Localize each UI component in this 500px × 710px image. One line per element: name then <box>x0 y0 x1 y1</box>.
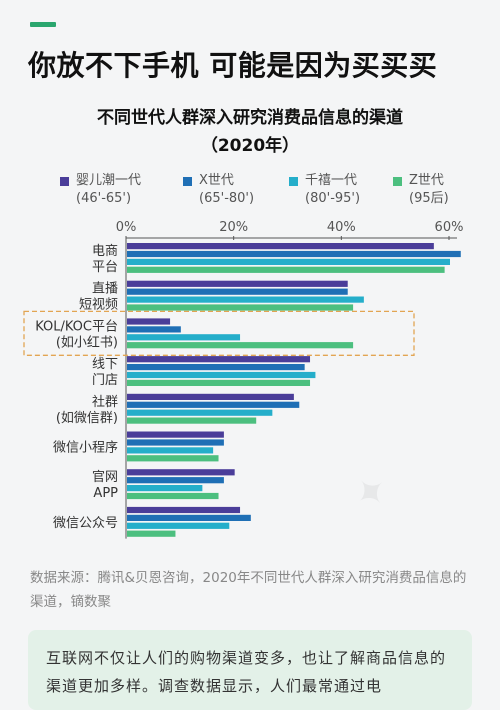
category-label: 官网 <box>92 469 118 485</box>
chart-title: 不同世代人群深入研究消费品信息的渠道 <box>97 108 403 128</box>
bar <box>127 243 434 250</box>
bar <box>127 280 348 287</box>
category-label: 线下 <box>92 357 118 372</box>
bar <box>127 250 461 258</box>
legend-swatch <box>183 177 192 186</box>
bar <box>127 417 257 424</box>
category-label: APP <box>93 486 118 501</box>
headline: 你放不下手机 可能是因为买买买 <box>28 49 438 82</box>
bar <box>127 296 364 303</box>
bar <box>127 439 224 446</box>
bar <box>127 431 224 438</box>
bar <box>127 393 294 400</box>
category-label: 微信公众号 <box>53 516 118 531</box>
bar <box>127 506 241 514</box>
legend-label: 千禧一代 <box>305 173 357 188</box>
bar <box>127 401 300 408</box>
bar <box>127 288 348 295</box>
x-tick-label: 0% <box>116 220 137 235</box>
legend-label: 婴儿潮一代 <box>76 173 141 188</box>
legend-range: (80'-95') <box>305 191 360 206</box>
bar <box>127 492 219 500</box>
x-tick-label: 40% <box>327 220 356 235</box>
bar <box>127 530 176 537</box>
category-label: (如小红书) <box>56 334 118 350</box>
category-label: 电商 <box>92 244 118 259</box>
bar <box>127 379 311 386</box>
category-label: 平台 <box>92 260 118 275</box>
highlight-box <box>23 310 415 356</box>
category-label: 短视频 <box>79 298 118 313</box>
bar <box>127 326 181 333</box>
category-label: 社群 <box>92 394 118 410</box>
legend-label: Z世代 <box>409 173 444 188</box>
legend-range: (65'-80') <box>199 191 254 206</box>
category-label: 直播 <box>92 282 118 297</box>
category-label: KOL/KOC平台 <box>35 319 118 334</box>
category-label: 门店 <box>92 373 118 388</box>
bar <box>127 522 230 529</box>
bar <box>127 318 171 325</box>
chart-title-block: 不同世代人群深入研究消费品信息的渠道 （2020年） <box>0 104 500 160</box>
bar <box>127 477 224 484</box>
chart-subtitle: （2020年） <box>200 136 300 156</box>
accent-bar <box>30 22 56 27</box>
bar-chart: 婴儿潮一代 (46'-65') X世代 (65'-80') 千禧一代 (80'-95') Z… <box>23 173 464 539</box>
bar <box>127 356 311 363</box>
bar <box>127 514 251 521</box>
bar <box>127 469 235 476</box>
bar <box>127 371 316 379</box>
legend-label: X世代 <box>199 173 234 188</box>
bar <box>127 258 450 265</box>
category-label: 微信小程序 <box>53 440 118 455</box>
legend-swatch <box>60 177 69 186</box>
bar <box>127 409 273 416</box>
bar <box>127 485 203 492</box>
callout-text: 互联网不仅让人们的购物渠道变多，也让了解商品信息的渠道更加多样。调查数据显示，人… <box>46 649 447 695</box>
legend-range: (95后) <box>409 191 449 206</box>
bar <box>127 447 214 454</box>
bar <box>127 342 354 349</box>
x-tick-label: 20% <box>219 220 248 235</box>
bar <box>127 364 305 371</box>
legend-swatch <box>289 177 298 186</box>
legend-range: (46'-65') <box>76 191 131 206</box>
legend-swatch <box>393 177 402 186</box>
category-label: (如微信群) <box>56 410 118 426</box>
bar <box>127 455 219 462</box>
callout-box: 互联网不仅让人们的购物渠道变多，也让了解商品信息的渠道更加多样。调查数据显示，人… <box>28 630 472 710</box>
bar <box>127 266 445 273</box>
bar <box>127 304 354 311</box>
x-tick-label: 60% <box>435 220 464 235</box>
data-source: 数据来源：腾讯&贝恩咨询，2020年不同世代人群深入研究消费品信息的渠道，镝数聚 <box>30 570 467 610</box>
bar <box>127 334 241 341</box>
